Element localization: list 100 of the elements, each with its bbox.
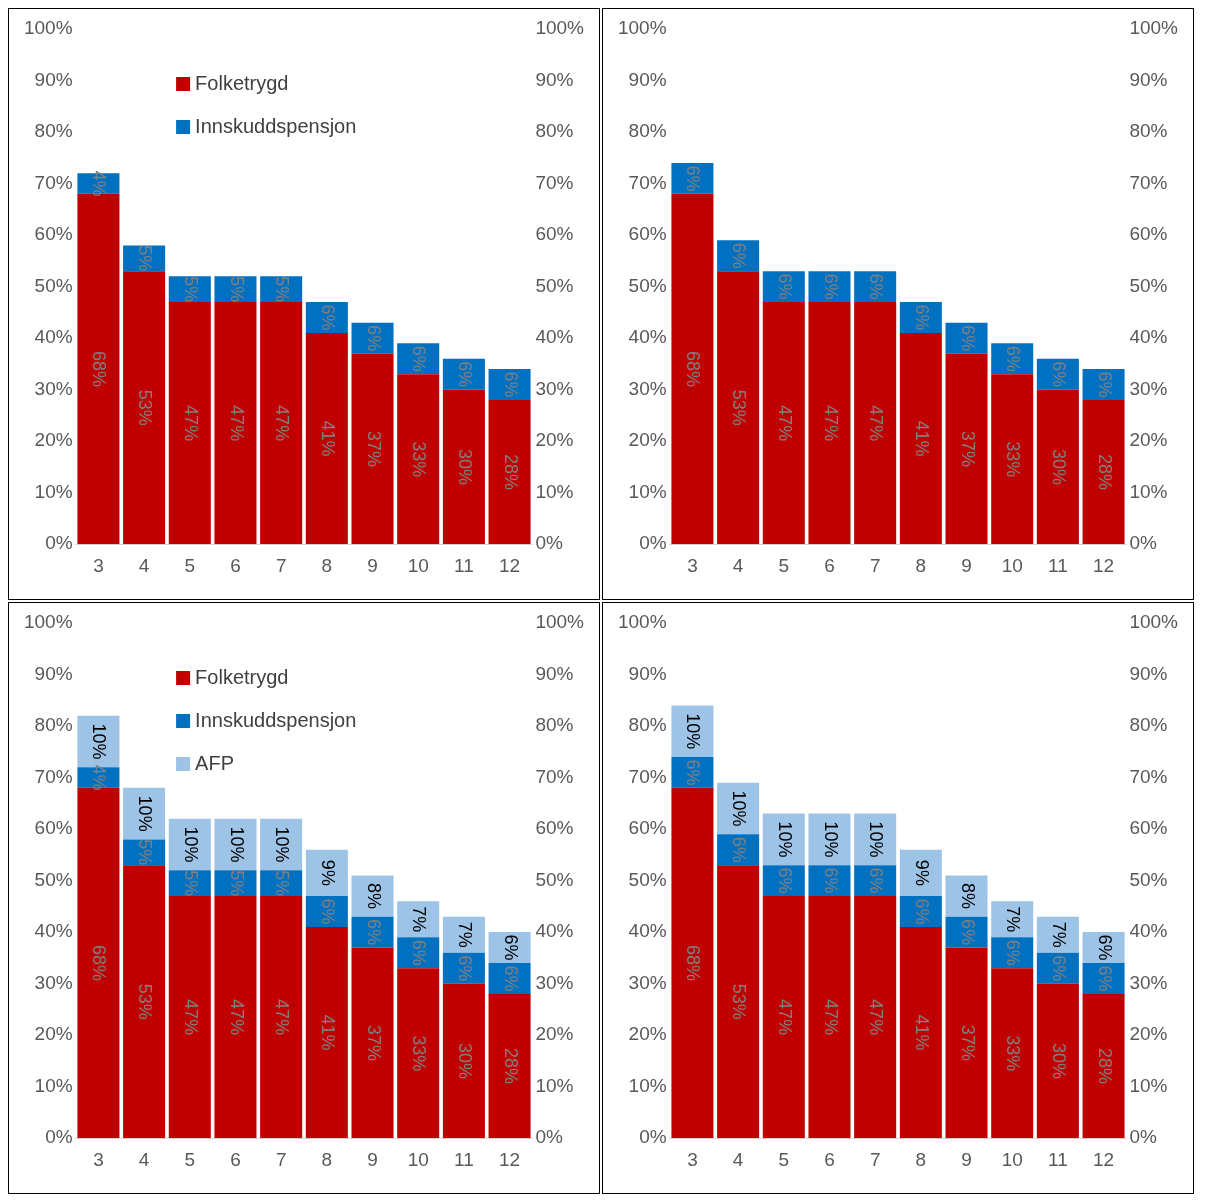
y2-tick-label: 70% <box>535 171 574 193</box>
data-label: 6% <box>454 955 475 982</box>
bar <box>1082 399 1125 545</box>
x-tick-label: 4 <box>138 1148 150 1170</box>
data-label: 41% <box>911 420 932 457</box>
data-label: 47% <box>774 405 795 442</box>
data-label: 41% <box>911 1014 932 1051</box>
bar <box>442 983 485 1139</box>
data-label: 47% <box>866 405 887 442</box>
y2-tick-label: 100% <box>1129 611 1179 633</box>
y2-tick-label: 60% <box>1129 223 1168 245</box>
y2-tick-label: 20% <box>1129 429 1168 451</box>
data-label: 6% <box>820 867 841 894</box>
bar <box>671 787 714 1139</box>
y-tick-label: 40% <box>628 326 667 348</box>
x-tick-label: 8 <box>915 1148 927 1170</box>
x-tick-label: 7 <box>869 554 881 576</box>
y-tick-label: 0% <box>639 1126 667 1148</box>
y-tick-label: 70% <box>34 171 73 193</box>
bar <box>351 947 394 1139</box>
data-label: 68% <box>683 351 704 388</box>
data-label: 68% <box>683 945 704 982</box>
x-tick-label: 7 <box>275 554 287 576</box>
bar <box>854 302 897 545</box>
y2-tick-label: 50% <box>1129 868 1168 890</box>
bar <box>991 968 1034 1139</box>
data-label: 5% <box>180 870 201 897</box>
x-tick-label: 3 <box>687 1148 698 1170</box>
y2-tick-label: 80% <box>1129 120 1168 142</box>
data-label: 6% <box>683 759 704 786</box>
data-label: 47% <box>226 405 247 442</box>
data-label: 7% <box>1048 921 1069 948</box>
data-label: 5% <box>135 839 156 866</box>
data-label: 6% <box>774 273 795 300</box>
x-tick-label: 9 <box>367 1148 378 1170</box>
bar <box>168 302 211 545</box>
y-tick-label: 60% <box>628 817 667 839</box>
y2-tick-label: 50% <box>535 274 574 296</box>
data-label: 47% <box>272 999 293 1036</box>
data-label: 6% <box>500 371 521 398</box>
y2-tick-label: 50% <box>1129 274 1168 296</box>
y2-tick-label: 90% <box>1129 662 1168 684</box>
data-label: 6% <box>454 361 475 388</box>
x-tick-label: 5 <box>184 554 196 576</box>
y2-tick-label: 20% <box>535 1023 574 1045</box>
y-tick-label: 30% <box>628 971 667 993</box>
bar <box>762 896 805 1139</box>
data-label: 10% <box>272 826 293 863</box>
y2-tick-label: 80% <box>1129 714 1168 736</box>
legend-label: Folketrygd <box>195 665 289 688</box>
x-tick-label: 9 <box>367 554 378 576</box>
data-label: 6% <box>911 304 932 331</box>
x-tick-label: 3 <box>93 554 104 576</box>
y2-tick-label: 100% <box>535 17 585 39</box>
data-label: 10% <box>683 713 704 750</box>
bar <box>717 271 760 545</box>
data-label: 28% <box>500 454 521 491</box>
data-label: 6% <box>729 242 750 269</box>
x-tick-label: 9 <box>961 554 972 576</box>
y-tick-label: 80% <box>34 714 73 736</box>
x-tick-label: 6 <box>824 554 835 576</box>
y-tick-label: 20% <box>34 429 73 451</box>
data-label: 5% <box>272 276 293 303</box>
x-tick-label: 11 <box>454 1148 474 1170</box>
y-tick-label: 40% <box>34 920 73 942</box>
data-label: 9% <box>317 859 338 886</box>
bar <box>991 374 1034 545</box>
y2-tick-label: 20% <box>1129 1023 1168 1045</box>
data-label: 6% <box>317 898 338 925</box>
y-tick-label: 70% <box>628 171 667 193</box>
bar <box>305 926 348 1139</box>
y2-tick-label: 10% <box>535 480 574 502</box>
y2-tick-label: 100% <box>535 611 585 633</box>
data-label: 6% <box>820 273 841 300</box>
data-label: 6% <box>317 304 338 331</box>
y2-tick-label: 30% <box>535 377 574 399</box>
data-label: 10% <box>226 826 247 863</box>
data-label: 4% <box>89 170 110 197</box>
data-label: 33% <box>409 441 430 478</box>
y-tick-label: 0% <box>45 1126 73 1148</box>
data-label: 6% <box>500 965 521 992</box>
data-label: 10% <box>866 821 887 858</box>
data-label: 6% <box>866 867 887 894</box>
data-label: 6% <box>500 934 521 961</box>
bar <box>442 389 485 545</box>
x-tick-label: 4 <box>138 554 150 576</box>
x-tick-label: 10 <box>407 1148 429 1170</box>
y-tick-label: 80% <box>34 120 73 142</box>
y2-tick-label: 90% <box>1129 68 1168 90</box>
data-label: 30% <box>1048 448 1069 485</box>
y2-tick-label: 80% <box>535 120 574 142</box>
data-label: 6% <box>1094 371 1115 398</box>
y-tick-label: 80% <box>628 120 667 142</box>
y2-tick-label: 80% <box>535 714 574 736</box>
x-tick-label: 5 <box>184 1148 196 1170</box>
y-tick-label: 20% <box>628 429 667 451</box>
x-tick-label: 6 <box>824 1148 835 1170</box>
y2-tick-label: 0% <box>1129 532 1157 554</box>
y2-tick-label: 90% <box>535 68 574 90</box>
bar <box>351 353 394 545</box>
